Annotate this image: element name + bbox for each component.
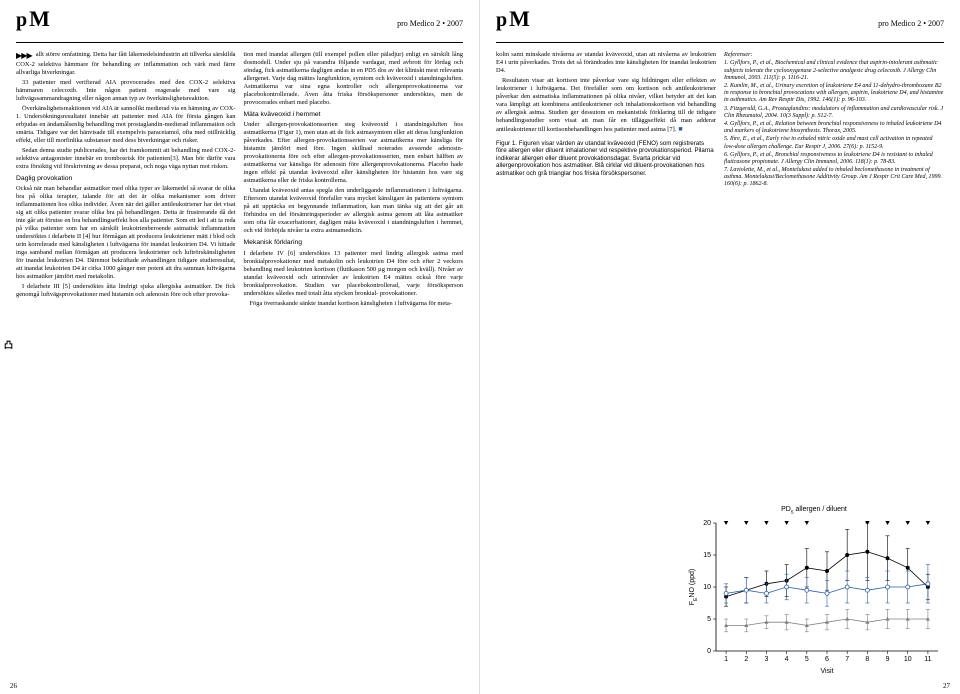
figure-1-chart: PD5 allergen / diluent 0 5 10 15 20 1 2 3 4 5 6 7 8 9… (684, 506, 944, 676)
body-para: Under allergen-provokationsserien steg k… (244, 121, 464, 185)
svg-text:7: 7 (845, 656, 849, 663)
body-para: Utandat kväveoxid antas spegla den under… (244, 187, 464, 235)
subheading: Mekanisk förklaring (244, 239, 464, 247)
svg-text:9: 9 (886, 656, 890, 663)
svg-text:0: 0 (707, 648, 711, 655)
svg-text:15: 15 (703, 552, 711, 559)
body-para: Resultaten visar att kortison inte påver… (496, 77, 716, 134)
right-col2-references: Referenser: 1. Gyllfors, P., et al., Bio… (724, 51, 944, 190)
body-para: kolin samt minskade nivåerna av utandat … (496, 51, 716, 75)
para-text: Resultaten visar att kortison inte påver… (496, 77, 716, 133)
reference-item: 4. Gyllfors, P., et al., Relation betwee… (724, 121, 944, 135)
end-mark-icon: ■ (678, 125, 682, 133)
chart-title: PD5 allergen / diluent (684, 506, 944, 515)
logo-p: p (496, 14, 507, 26)
issue-left: pro Medico 2 • 2007 (397, 19, 463, 28)
right-page: pM pro Medico 2 • 2007 kolin samt minska… (480, 0, 960, 694)
body-para: Sedan denna studie publicerades, har det… (16, 147, 236, 171)
svg-text:5: 5 (805, 656, 809, 663)
reference-item: 3. Fitzgerald, G.A., Prostaglandins: mod… (724, 106, 944, 120)
svg-text:11: 11 (924, 656, 931, 663)
header-rule (496, 42, 944, 43)
svg-text:6: 6 (825, 656, 829, 663)
left-col2: tion med inandat allergen (till exempel … (244, 51, 464, 310)
logo-m: M (29, 12, 50, 25)
logo-m: M (509, 12, 530, 25)
page-number-left: 26 (10, 682, 17, 690)
subheading: Daglig provokation (16, 175, 236, 183)
reference-item: 6. Gyllfors, P., et al., Bronchial respo… (724, 152, 944, 166)
svg-text:5: 5 (707, 616, 711, 623)
page-number-right: 27 (943, 682, 950, 690)
body-para: I delarbete III [5] undersöktes åtta lin… (16, 283, 236, 299)
continuation-arrows-icon: ▶▶▶ (16, 51, 32, 60)
body-para: I delarbete IV [6] undersöktes 13 patien… (244, 250, 464, 298)
svg-text:2: 2 (744, 656, 748, 663)
subheading: Mäta kväveoxid i hemmet (244, 111, 464, 119)
svg-text:10: 10 (703, 584, 711, 591)
header-rule (16, 42, 463, 43)
sidebar-mark-icon: 凸 (4, 338, 13, 351)
chart-svg: 0 5 10 15 20 1 2 3 4 5 6 7 8 9 10 11 FENO (ppd) Visit (684, 517, 944, 675)
para-text: allt större omfattning. Detta har fått l… (16, 51, 236, 76)
left-col1: ▶▶▶allt större omfattning. Detta har fåt… (16, 51, 236, 310)
svg-text:4: 4 (785, 656, 789, 663)
body-para: ▶▶▶allt större omfattning. Detta har fåt… (16, 51, 236, 77)
svg-text:Visit: Visit (820, 668, 833, 675)
page-spread: 凸 pM pro Medico 2 • 2007 ▶▶▶allt större … (0, 0, 960, 694)
svg-text:20: 20 (703, 520, 711, 527)
right-columns: kolin samt minskade nivåerna av utandat … (496, 51, 944, 190)
references-heading: Referenser: (724, 51, 944, 58)
figure-caption: Figur 1. Figuren visar värden av utandat… (496, 140, 716, 177)
svg-text:10: 10 (904, 656, 912, 663)
issue-right: pro Medico 2 • 2007 (878, 19, 944, 28)
logo-p: p (16, 14, 27, 26)
svg-text:3: 3 (765, 656, 769, 663)
body-para: Överkänslighetsreaktionen vid AIA är san… (16, 105, 236, 145)
logo-right: pM (496, 12, 530, 26)
svg-text:8: 8 (865, 656, 869, 663)
body-para: Föga överraskande sänkte inandat kortiso… (244, 300, 464, 308)
svg-text:FENO (ppd): FENO (ppd) (689, 569, 699, 605)
reference-item: 7. Laviolette, M., et al., Montelukast a… (724, 167, 944, 189)
left-header: pM pro Medico 2 • 2007 (16, 12, 463, 38)
right-header: pM pro Medico 2 • 2007 (496, 12, 944, 38)
left-page: 凸 pM pro Medico 2 • 2007 ▶▶▶allt större … (0, 0, 480, 694)
chart-title-text: allergen / diluent (794, 506, 847, 513)
reference-item: 2. Kumlin, M., et al., Urinary excretion… (724, 83, 944, 105)
body-para: 33 patienter med verifierad AIA provocer… (16, 79, 236, 103)
logo-left: pM (16, 12, 50, 26)
right-col1: kolin samt minskade nivåerna av utandat … (496, 51, 716, 190)
body-para: tion med inandat allergen (till exempel … (244, 51, 464, 107)
svg-text:1: 1 (724, 656, 728, 663)
left-columns: ▶▶▶allt större omfattning. Detta har fåt… (16, 51, 463, 310)
body-para: Också när man behandlar astmatiker med o… (16, 185, 236, 281)
reference-item: 1. Gyllfors, P., et al., Biochemical and… (724, 60, 944, 82)
chart-title-text: PD (781, 506, 791, 513)
reference-item: 5. Ihre, E., et al., Early rise in exhal… (724, 136, 944, 150)
